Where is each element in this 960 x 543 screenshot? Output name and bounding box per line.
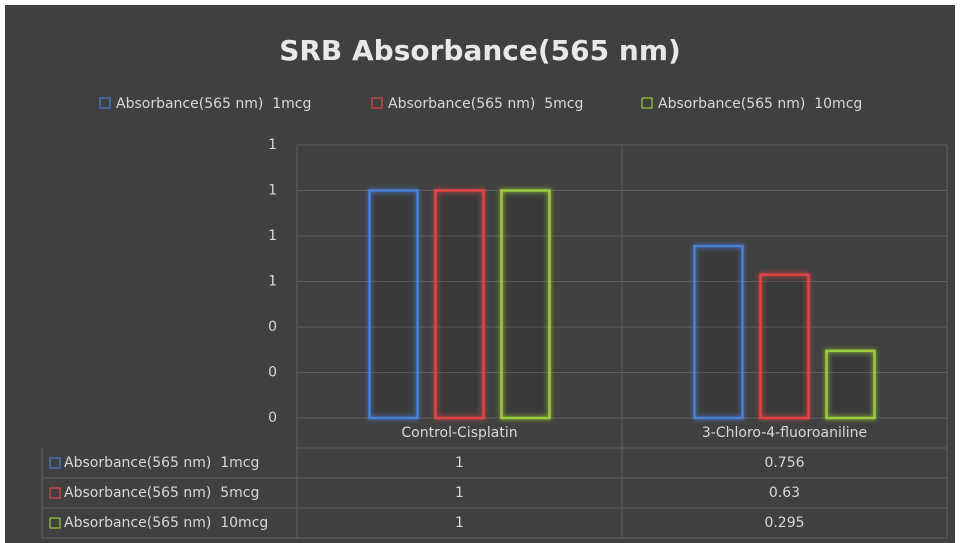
table-row-label: Absorbance(565 nm) 1mcg: [64, 455, 259, 471]
y-tick-label: 1: [268, 183, 277, 199]
y-tick-label: 1: [268, 137, 277, 153]
y-tick-label: 0: [268, 365, 277, 381]
table-cell: 0.756: [764, 455, 804, 471]
y-tick-label: 1: [268, 228, 277, 244]
table-cell: 1: [455, 515, 464, 531]
legend-swatch: [641, 97, 653, 109]
x-tick-label: Control-Cisplatin: [401, 425, 517, 441]
y-tick-label: 0: [268, 410, 277, 426]
table-cell: 0.63: [769, 485, 800, 501]
table-swatch: [49, 517, 61, 529]
bar: [500, 189, 551, 420]
bar: [825, 349, 876, 420]
y-tick-label: 0: [268, 319, 277, 335]
legend-label: Absorbance(565 nm) 1mcg: [116, 96, 311, 112]
table-cell: 1: [455, 485, 464, 501]
table-swatch: [49, 457, 61, 469]
bar: [693, 244, 744, 420]
table-cell: 1: [455, 455, 464, 471]
chart-title: SRB Absorbance(565 nm): [279, 34, 681, 67]
table-swatch: [49, 487, 61, 499]
bar: [759, 273, 810, 420]
legend-swatch: [99, 97, 111, 109]
table-row-label: Absorbance(565 nm) 10mcg: [64, 515, 268, 531]
bar: [434, 189, 485, 420]
table-row-label: Absorbance(565 nm) 5mcg: [64, 485, 259, 501]
y-tick-label: 1: [268, 274, 277, 290]
bar: [368, 189, 419, 420]
legend-label: Absorbance(565 nm) 10mcg: [658, 96, 862, 112]
legend-label: Absorbance(565 nm) 5mcg: [388, 96, 583, 112]
legend-swatch: [371, 97, 383, 109]
x-tick-label: 3-Chloro-4-fluoroaniline: [702, 425, 867, 441]
table-cell: 0.295: [764, 515, 804, 531]
